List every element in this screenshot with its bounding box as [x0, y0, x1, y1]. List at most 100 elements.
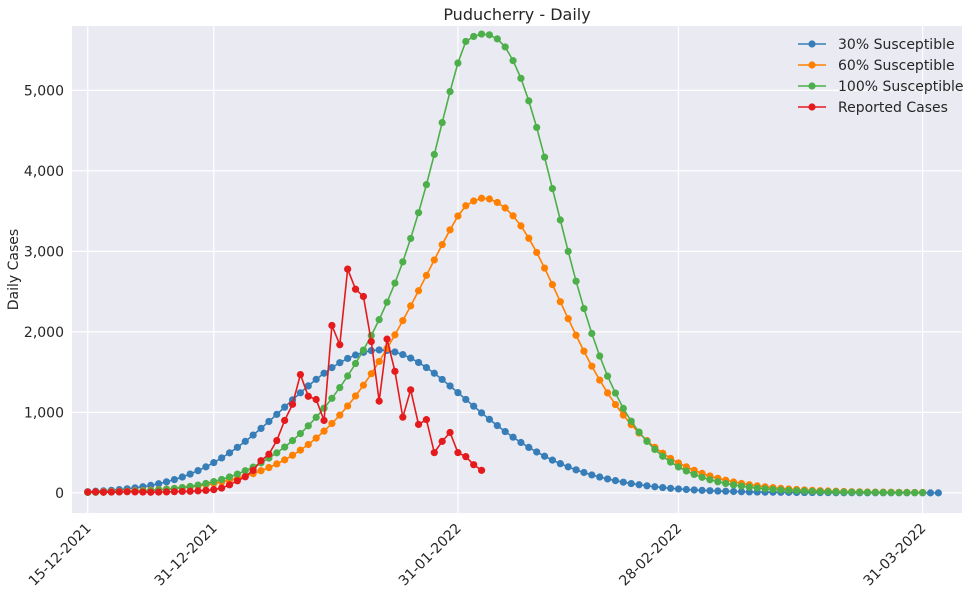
- data-point: [422, 271, 431, 279]
- data-point: [296, 446, 305, 454]
- data-point: [540, 264, 549, 272]
- data-point: [375, 397, 383, 405]
- data-point: [344, 354, 352, 363]
- data-point: [548, 185, 557, 193]
- data-point: [556, 460, 564, 468]
- legend-marker: [808, 61, 816, 69]
- data-point: [233, 470, 241, 478]
- data-point: [934, 489, 942, 497]
- legend-label: Reported Cases: [838, 100, 948, 116]
- data-point: [651, 483, 659, 491]
- series-layer: [84, 30, 942, 497]
- data-point: [509, 57, 517, 65]
- data-point: [399, 317, 407, 325]
- data-point: [344, 265, 352, 273]
- data-point: [879, 488, 887, 497]
- data-point: [517, 222, 525, 230]
- data-point: [619, 404, 627, 412]
- data-point: [375, 357, 383, 366]
- data-point: [737, 482, 746, 490]
- data-point: [202, 479, 210, 488]
- data-point: [832, 488, 840, 496]
- data-point: [666, 458, 675, 466]
- data-point: [383, 335, 391, 343]
- data-point: [572, 466, 580, 474]
- data-point: [714, 487, 722, 495]
- data-point: [769, 485, 777, 494]
- y-tick-label: 3,000: [24, 244, 64, 260]
- legend-item: Reported Cases: [798, 100, 948, 116]
- data-point: [99, 488, 108, 496]
- data-point: [218, 454, 226, 462]
- data-point: [249, 466, 257, 474]
- data-point: [611, 400, 620, 409]
- x-axis: 15-12-2021 31-12-2021 31-01-2022 28-02-2022…: [26, 521, 930, 590]
- data-point: [635, 428, 643, 436]
- data-point: [454, 59, 462, 67]
- data-point: [816, 487, 824, 496]
- data-point: [895, 488, 903, 497]
- data-point: [462, 395, 470, 404]
- data-point: [84, 488, 92, 496]
- data-point: [123, 488, 131, 496]
- data-point: [548, 456, 557, 464]
- data-point: [170, 475, 178, 484]
- data-point: [477, 409, 486, 417]
- data-point: [273, 410, 281, 418]
- x-tick-label: 31-12-2021: [152, 521, 221, 590]
- data-point: [674, 463, 683, 471]
- data-point: [281, 403, 289, 411]
- data-point: [328, 364, 336, 372]
- data-point: [887, 488, 895, 497]
- data-point: [722, 487, 730, 495]
- y-axis: 0 1,000 2,000 3,000 4,000 5,000: [24, 83, 64, 501]
- data-point: [399, 350, 407, 359]
- data-point: [304, 440, 312, 449]
- data-point: [840, 488, 848, 496]
- data-point: [186, 487, 194, 495]
- data-point: [540, 153, 549, 161]
- data-point: [777, 486, 785, 494]
- data-point: [407, 234, 415, 243]
- data-point: [706, 487, 714, 495]
- data-point: [430, 150, 438, 159]
- data-point: [603, 372, 612, 380]
- data-point: [320, 404, 328, 412]
- data-point: [462, 453, 470, 461]
- data-point: [470, 461, 478, 469]
- data-point: [367, 370, 375, 378]
- data-point: [438, 375, 446, 384]
- data-point: [446, 382, 454, 390]
- data-point: [438, 437, 446, 445]
- data-point: [808, 487, 816, 495]
- data-point: [603, 389, 612, 397]
- x-tick-label: 15-12-2021: [26, 521, 95, 590]
- data-point: [328, 321, 336, 330]
- data-point: [753, 484, 761, 492]
- data-point: [391, 348, 399, 356]
- data-point: [793, 487, 801, 495]
- data-point: [824, 488, 832, 496]
- data-point: [422, 416, 431, 424]
- data-point: [919, 489, 927, 497]
- data-point: [477, 466, 486, 474]
- data-point: [107, 488, 115, 496]
- data-point: [162, 478, 171, 486]
- data-point: [871, 488, 879, 496]
- data-point: [462, 202, 470, 210]
- data-point: [233, 477, 241, 485]
- data-point: [391, 367, 399, 375]
- data-point: [438, 241, 446, 249]
- data-point: [501, 43, 509, 51]
- data-point: [619, 478, 627, 486]
- x-tick-label: 28-02-2022: [616, 521, 685, 590]
- data-point: [304, 422, 312, 430]
- data-point: [493, 421, 501, 430]
- data-point: [619, 411, 627, 419]
- data-point: [737, 488, 746, 496]
- data-point: [659, 483, 667, 492]
- data-point: [249, 431, 257, 439]
- data-point: [265, 417, 273, 426]
- data-point: [296, 429, 305, 438]
